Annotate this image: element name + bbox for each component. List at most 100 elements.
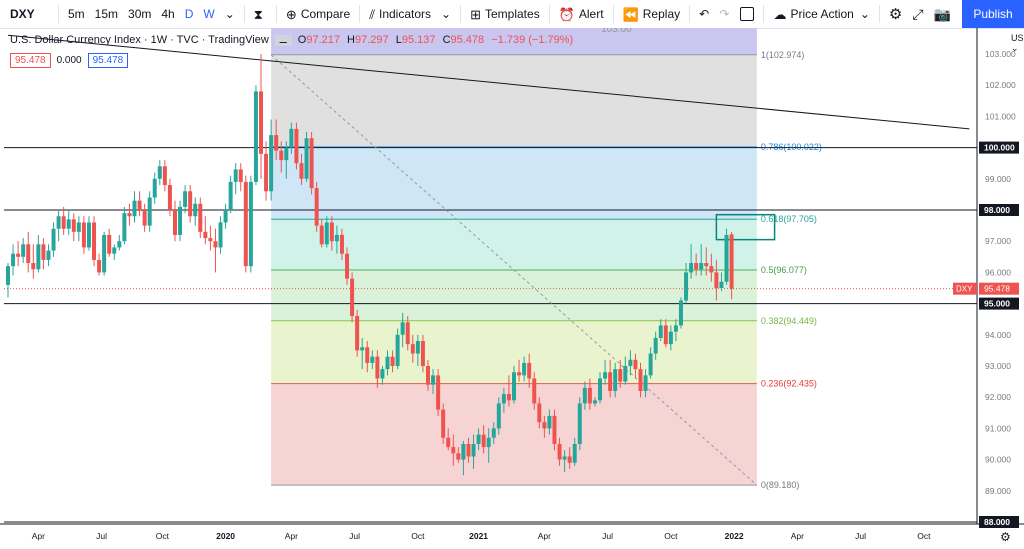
- fib-label-0.236: 0.236(92.435): [761, 379, 817, 389]
- interval-5m[interactable]: 5m: [68, 7, 85, 21]
- candle-body: [613, 369, 618, 391]
- settings-button[interactable]: ⚙: [884, 0, 907, 28]
- candle-body: [506, 394, 511, 401]
- candle-body: [112, 247, 117, 254]
- level-axis-tag-bg: [979, 297, 1019, 310]
- candle-body: [350, 278, 355, 317]
- interval-4h[interactable]: 4h: [161, 7, 175, 21]
- interval-15m[interactable]: 15m: [94, 7, 119, 21]
- layout-label: Price Action: [790, 7, 854, 21]
- y-tick-label: 102.000: [985, 80, 1016, 90]
- fullscreen-select-button[interactable]: [735, 0, 759, 28]
- candle-body: [334, 234, 339, 242]
- compare-button[interactable]: ⊕ Compare: [281, 0, 355, 28]
- candle-body: [193, 203, 198, 217]
- candle-body: [663, 325, 668, 345]
- legend-title: U.S. Dollar Currency Index · 1W · TVC · …: [10, 34, 269, 46]
- publish-button[interactable]: Publish: [962, 0, 1024, 28]
- top-toolbar: DXY 5m 15m 30m 4h D W ⌄ ⧗ ⊕ Compare ⫽ Indi…: [0, 0, 1024, 29]
- candle-body: [157, 166, 162, 179]
- interval-dropdown-chevron-icon[interactable]: ⌄: [224, 7, 235, 21]
- candle-body: [21, 244, 26, 257]
- redo-button[interactable]: ↷: [714, 0, 734, 28]
- y-tick-label: 96.000: [985, 267, 1011, 277]
- candle-body: [314, 188, 319, 226]
- templates-grid-icon: ⊞: [470, 6, 481, 22]
- legend-values: 95.478 0.000 95.478: [10, 53, 134, 68]
- candle-body: [552, 415, 557, 444]
- layout-button[interactable]: ☁ Price Action ⌄: [768, 0, 874, 28]
- low-value: 95.137: [401, 34, 436, 46]
- fib-zone-1: [271, 54, 757, 147]
- candle-body: [714, 272, 719, 288]
- interval-d[interactable]: D: [184, 7, 194, 21]
- x-tick-label: 2022: [725, 531, 744, 541]
- candle-body: [127, 213, 132, 217]
- candle-body: [375, 356, 380, 379]
- candle-body: [329, 222, 334, 242]
- candle-body: [512, 372, 516, 401]
- plus-circle-icon: ⊕: [285, 6, 297, 22]
- indicators-button[interactable]: ⫽ Indicators ⌄: [364, 0, 456, 28]
- candle-body: [648, 353, 653, 376]
- candle-body: [668, 331, 673, 345]
- compare-label: Compare: [300, 7, 351, 21]
- toolbar-divider: [460, 5, 462, 23]
- candle-body: [172, 210, 177, 235]
- candle-body: [41, 244, 46, 260]
- candle-body: [167, 185, 172, 210]
- interval-30m[interactable]: 30m: [128, 7, 152, 21]
- highlight-box: [715, 213, 776, 241]
- level-axis-tag: 98.000: [984, 205, 1010, 215]
- x-tick-label: 2020: [216, 531, 235, 541]
- y-tick-label: 89.000: [985, 486, 1011, 496]
- toolbar-divider: [548, 5, 550, 23]
- x-tick-label: Jul: [602, 531, 613, 541]
- y-tick-label: 99.000: [985, 174, 1011, 184]
- candle-body: [279, 150, 284, 161]
- candle-body: [724, 234, 729, 282]
- redo-icon: ↷: [719, 7, 730, 21]
- candle-body: [243, 181, 248, 267]
- undo-button[interactable]: ↶: [694, 0, 714, 28]
- candle-body: [92, 222, 97, 260]
- replay-button[interactable]: ⏪ Replay: [618, 0, 686, 28]
- candle-body: [456, 453, 461, 460]
- chart-canvas[interactable]: 103.00 1(102.974) 0.786(100.022) 0.618(97.7…: [0, 28, 1024, 549]
- alert-button[interactable]: ⏰ Alert: [554, 0, 609, 28]
- chart-style-button[interactable]: ⧗: [249, 0, 272, 28]
- currency-dropdown[interactable]: USD ⌄: [1011, 33, 1024, 54]
- open-value: 97.217: [306, 34, 340, 46]
- candle-body: [441, 409, 446, 438]
- snapshot-button[interactable]: 📷: [929, 0, 956, 28]
- candle-body: [259, 91, 263, 154]
- fullscreen-button[interactable]: ⤢: [907, 0, 928, 28]
- value-plain: 0.000: [56, 55, 82, 66]
- alarm-clock-icon: ⏰: [558, 6, 575, 22]
- candle-body: [678, 300, 683, 326]
- toolbar-divider: [878, 5, 880, 23]
- square-icon: [740, 7, 755, 21]
- candle-body: [522, 362, 527, 376]
- interval-w[interactable]: W: [203, 7, 215, 21]
- legend-hide-toggle[interactable]: ⚊: [274, 34, 292, 46]
- candle-body: [719, 281, 724, 288]
- replay-label: Replay: [642, 7, 681, 21]
- candle-body: [431, 375, 436, 385]
- candle-body: [400, 322, 405, 335]
- candle-body: [466, 444, 471, 457]
- candle-body: [405, 322, 410, 345]
- trendline-dashed: [270, 54, 758, 486]
- fib-zone-0.618: [271, 219, 757, 270]
- fib-label-0.618: 0.618(97.705): [761, 214, 817, 224]
- last-price-axis-tag-bg: [979, 282, 1019, 295]
- x-tick-label: Oct: [664, 531, 678, 541]
- candle-body: [547, 415, 552, 429]
- candle-body: [395, 334, 400, 366]
- y-tick-label: 94.000: [985, 330, 1011, 340]
- candle-body: [577, 403, 582, 444]
- templates-button[interactable]: ⊞ Templates: [465, 0, 545, 28]
- rewind-icon: ⏪: [622, 6, 639, 22]
- symbol-search-button[interactable]: DXY: [10, 7, 35, 21]
- candle-body: [501, 394, 506, 404]
